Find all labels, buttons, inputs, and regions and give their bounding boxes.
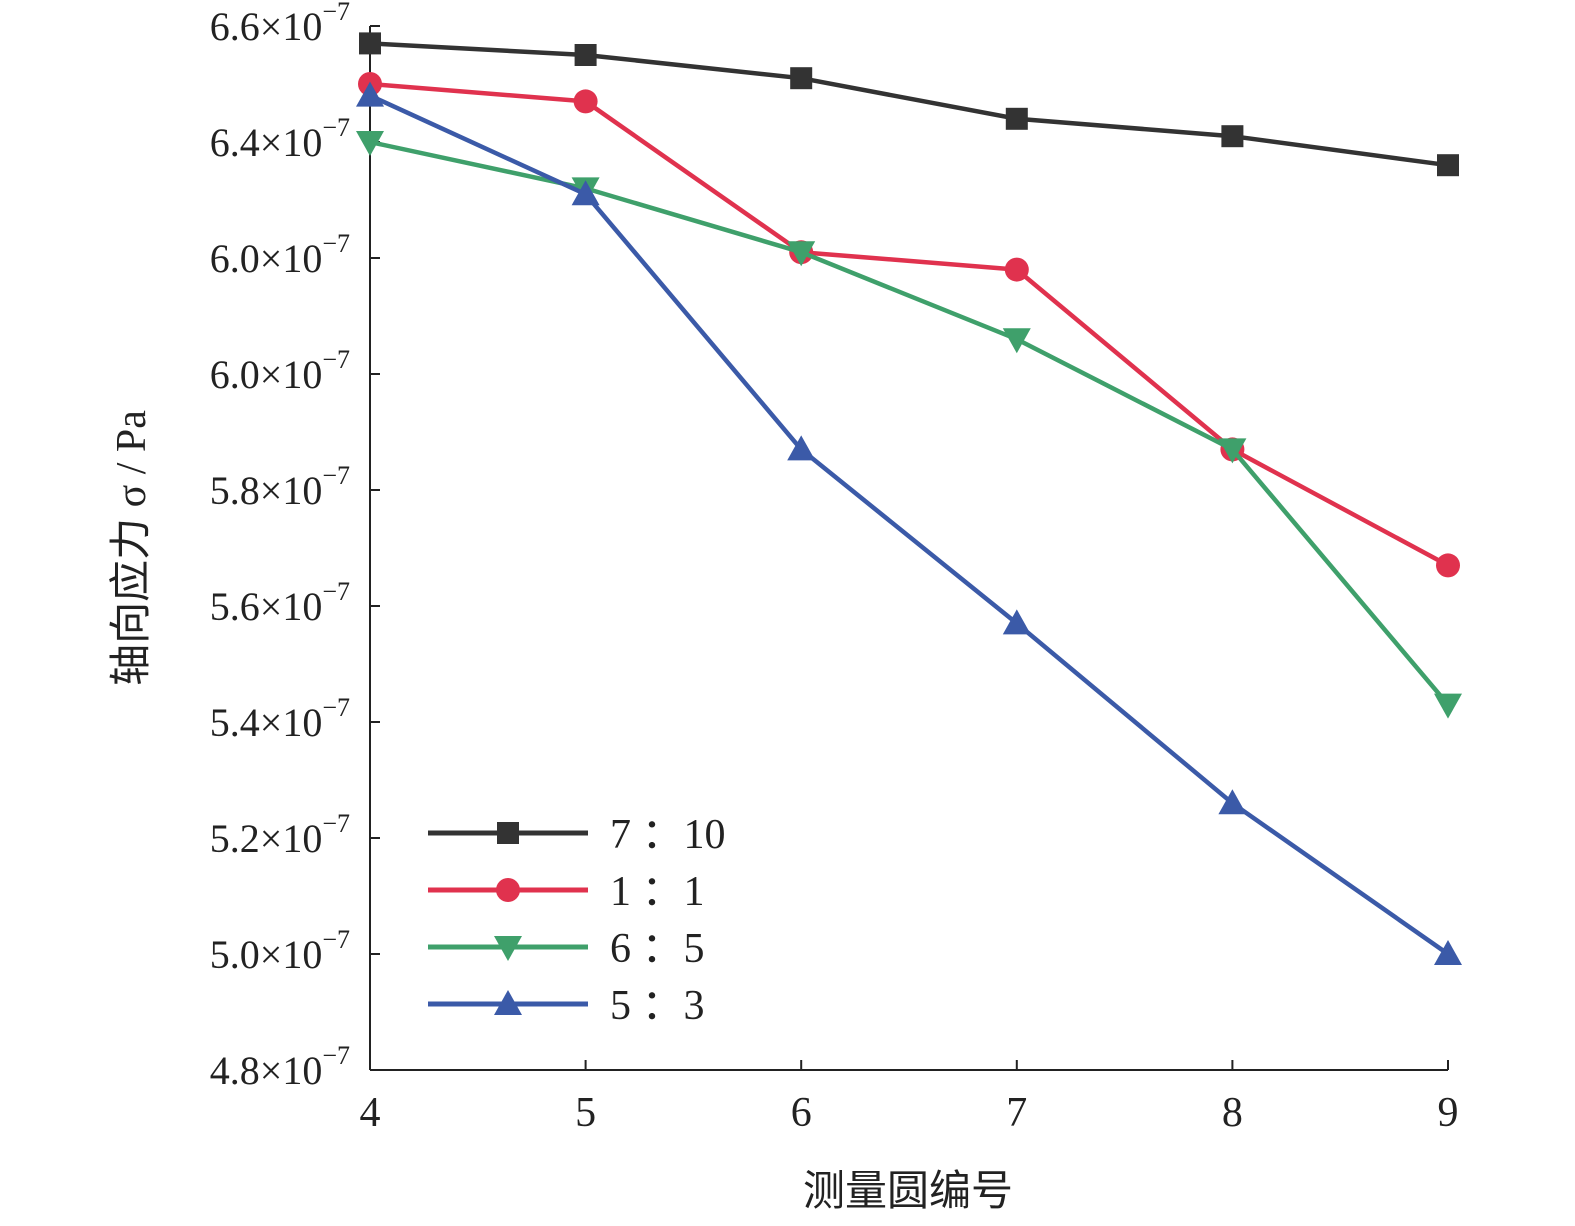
y-tick-label: 6.0×10−7: [210, 345, 350, 397]
legend: 7 ：10 1 ：1 6 ：5 5 ：3: [428, 812, 726, 1029]
y-tick-label: 6.0×10−7: [210, 229, 350, 281]
legend-label: 7 ：10: [610, 812, 726, 858]
x-tick-label: 5: [575, 1090, 596, 1136]
legend-marker: [494, 990, 522, 1015]
x-tick-label: 8: [1222, 1090, 1243, 1136]
data-point: [1434, 693, 1462, 719]
data-point: [1434, 940, 1462, 965]
series-line: [369, 81, 1450, 568]
legend-label: 5 ：3: [610, 983, 705, 1029]
y-tick-label: 5.0×10−7: [210, 925, 350, 977]
data-point: [359, 32, 381, 55]
legend-marker: [494, 936, 522, 961]
data-point: [1004, 257, 1029, 282]
x-tick-label: 7: [1006, 1090, 1027, 1136]
x-tick-label: 4: [360, 1090, 381, 1136]
data-point: [356, 131, 384, 156]
data-point: [356, 81, 384, 107]
y-axis: 6.6×10−7 6.4×10−7 6.0×10−7 6.0×10−7 5.8×10−7…: [210, 0, 380, 1093]
series-line: [369, 139, 1450, 707]
series-line: [369, 93, 1450, 956]
series-layer: [356, 32, 1462, 965]
y-tick-label: 4.8×10−7: [210, 1041, 350, 1093]
legend-marker: [497, 822, 519, 844]
y-tick-label: 5.6×10−7: [210, 577, 350, 629]
data-point: [1436, 553, 1460, 578]
y-tick-label: 5.8×10−7: [210, 461, 350, 513]
data-point: [1218, 789, 1247, 815]
x-tick-label: 6: [791, 1090, 812, 1136]
data-point: [1221, 125, 1244, 148]
data-point: [1005, 107, 1028, 130]
y-tick-label: 6.6×10−7: [210, 0, 350, 49]
data-point: [573, 89, 598, 114]
y-tick-label: 5.4×10−7: [210, 693, 350, 745]
data-point: [790, 67, 813, 90]
data-point: [1437, 154, 1459, 177]
legend-marker: [496, 878, 520, 902]
x-axis-title: 测量圆编号: [803, 1169, 1013, 1215]
data-point: [787, 241, 816, 267]
data-point: [574, 44, 597, 66]
legend-label: 6 ：5: [610, 926, 705, 972]
legend-label: 1 ：1: [610, 869, 705, 915]
series-line: [369, 41, 1449, 168]
y-axis-title: 轴向应力 σ / Pa: [108, 410, 155, 686]
data-point: [1218, 438, 1247, 464]
data-point: [787, 435, 816, 461]
x-tick-label: 9: [1438, 1090, 1459, 1136]
x-axis: 4 5 6 7 8 9: [360, 1060, 1459, 1136]
y-tick-label: 5.2×10−7: [210, 809, 350, 861]
data-point: [571, 180, 600, 206]
data-point: [1002, 609, 1031, 635]
data-point: [1002, 328, 1031, 354]
y-tick-label: 6.4×10−7: [210, 113, 350, 165]
